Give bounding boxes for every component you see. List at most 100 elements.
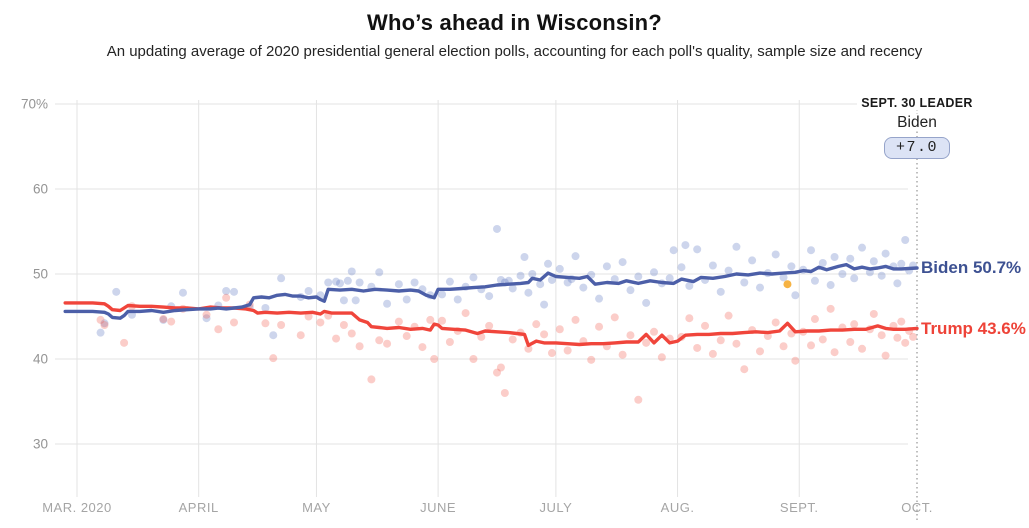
biden-poll-dot[interactable] [634, 272, 643, 281]
biden-poll-dot[interactable] [755, 283, 764, 292]
trump-poll-dot[interactable] [261, 319, 270, 328]
biden-poll-dot[interactable] [677, 263, 686, 272]
trump-poll-dot[interactable] [500, 389, 509, 397]
biden-poll-dot[interactable] [375, 268, 384, 277]
biden-poll-dot[interactable] [732, 242, 741, 251]
biden-poll-dot[interactable] [810, 276, 819, 285]
biden-poll-dot[interactable] [524, 288, 533, 297]
biden-poll-dot[interactable] [869, 257, 878, 266]
trump-poll-dot[interactable] [96, 315, 105, 324]
biden-poll-dot[interactable] [595, 294, 604, 303]
trump-poll-dot[interactable] [230, 318, 239, 327]
trump-poll-dot[interactable] [701, 321, 710, 330]
biden-poll-dot[interactable] [901, 236, 910, 244]
biden-poll-dot[interactable] [748, 256, 757, 265]
trump-poll-dot[interactable] [642, 338, 651, 347]
trump-poll-dot[interactable] [563, 346, 572, 355]
trump-poll-dot[interactable] [909, 332, 918, 341]
biden-poll-dot[interactable] [469, 273, 478, 282]
trump-poll-dot[interactable] [897, 317, 906, 326]
biden-poll-dot[interactable] [547, 275, 556, 284]
trump-poll-dot[interactable] [445, 338, 454, 346]
trump-poll-dot[interactable] [418, 343, 427, 352]
trump-poll-dot[interactable] [869, 309, 878, 318]
biden-poll-dot[interactable] [202, 314, 211, 323]
highlight-poll-dot[interactable] [783, 280, 792, 289]
biden-poll-dot[interactable] [897, 259, 906, 268]
biden-poll-dot[interactable] [579, 283, 588, 292]
biden-poll-dot[interactable] [787, 262, 796, 271]
biden-poll-dot[interactable] [602, 262, 611, 271]
biden-poll-dot[interactable] [571, 252, 580, 261]
trump-poll-dot[interactable] [394, 317, 403, 326]
biden-poll-dot[interactable] [544, 259, 553, 268]
biden-poll-dot[interactable] [618, 258, 627, 267]
biden-poll-dot[interactable] [669, 246, 678, 255]
biden-poll-dot[interactable] [779, 273, 788, 282]
biden-poll-dot[interactable] [807, 246, 816, 255]
biden-poll-dot[interactable] [771, 250, 780, 259]
biden-poll-dot[interactable] [355, 278, 364, 287]
trump-poll-dot[interactable] [618, 350, 627, 359]
biden-poll-dot[interactable] [846, 254, 855, 263]
trump-poll-dot[interactable] [375, 336, 384, 345]
biden-poll-dot[interactable] [496, 275, 505, 284]
trump-poll-dot[interactable] [426, 315, 435, 324]
trump-poll-dot[interactable] [724, 311, 733, 320]
trump-poll-dot[interactable] [901, 338, 910, 347]
trump-poll-dot[interactable] [496, 363, 505, 372]
biden-poll-dot[interactable] [269, 331, 278, 340]
trump-poll-dot[interactable] [846, 338, 855, 346]
trump-poll-dot[interactable] [367, 375, 376, 384]
trump-poll-dot[interactable] [771, 318, 780, 327]
biden-poll-dot[interactable] [324, 278, 333, 287]
biden-poll-dot[interactable] [277, 274, 286, 283]
trump-poll-dot[interactable] [277, 321, 286, 329]
biden-poll-dot[interactable] [438, 290, 447, 299]
trump-poll-dot[interactable] [881, 351, 890, 360]
biden-poll-dot[interactable] [508, 284, 517, 293]
trump-poll-dot[interactable] [477, 332, 486, 341]
trump-poll-dot[interactable] [755, 347, 764, 356]
trump-poll-dot[interactable] [159, 315, 168, 324]
biden-poll-dot[interactable] [830, 253, 839, 261]
trump-poll-dot[interactable] [693, 343, 702, 352]
biden-poll-dot[interactable] [555, 264, 564, 273]
biden-poll-dot[interactable] [626, 286, 635, 295]
trump-poll-dot[interactable] [461, 309, 470, 318]
trump-poll-dot[interactable] [650, 327, 659, 336]
trump-poll-dot[interactable] [732, 339, 741, 348]
biden-poll-dot[interactable] [261, 304, 270, 312]
biden-poll-dot[interactable] [610, 275, 619, 284]
trump-poll-dot[interactable] [120, 338, 129, 347]
trump-poll-dot[interactable] [634, 395, 643, 404]
trump-poll-dot[interactable] [610, 313, 619, 322]
trump-poll-dot[interactable] [332, 334, 341, 343]
trump-poll-dot[interactable] [524, 344, 533, 353]
trump-poll-dot[interactable] [508, 335, 517, 344]
trump-poll-dot[interactable] [555, 325, 564, 334]
biden-poll-dot[interactable] [347, 267, 356, 276]
biden-poll-dot[interactable] [112, 287, 121, 296]
biden-poll-dot[interactable] [453, 295, 462, 304]
biden-poll-dot[interactable] [708, 261, 717, 270]
trump-poll-dot[interactable] [791, 356, 800, 365]
trump-poll-dot[interactable] [716, 336, 725, 345]
biden-poll-dot[interactable] [665, 274, 674, 283]
trump-poll-dot[interactable] [355, 342, 364, 351]
trump-poll-dot[interactable] [685, 314, 694, 323]
trump-poll-dot[interactable] [214, 325, 223, 334]
biden-poll-dot[interactable] [230, 287, 239, 296]
trump-poll-dot[interactable] [222, 293, 231, 302]
trump-poll-dot[interactable] [167, 317, 176, 326]
trump-poll-dot[interactable] [595, 322, 604, 331]
trump-poll-dot[interactable] [740, 365, 749, 374]
biden-poll-dot[interactable] [343, 276, 352, 285]
trump-poll-dot[interactable] [202, 310, 211, 319]
trump-poll-dot[interactable] [657, 353, 666, 362]
trump-poll-dot[interactable] [485, 321, 494, 330]
biden-poll-dot[interactable] [410, 278, 419, 287]
trump-poll-dot[interactable] [269, 354, 278, 363]
trump-poll-dot[interactable] [708, 349, 717, 358]
